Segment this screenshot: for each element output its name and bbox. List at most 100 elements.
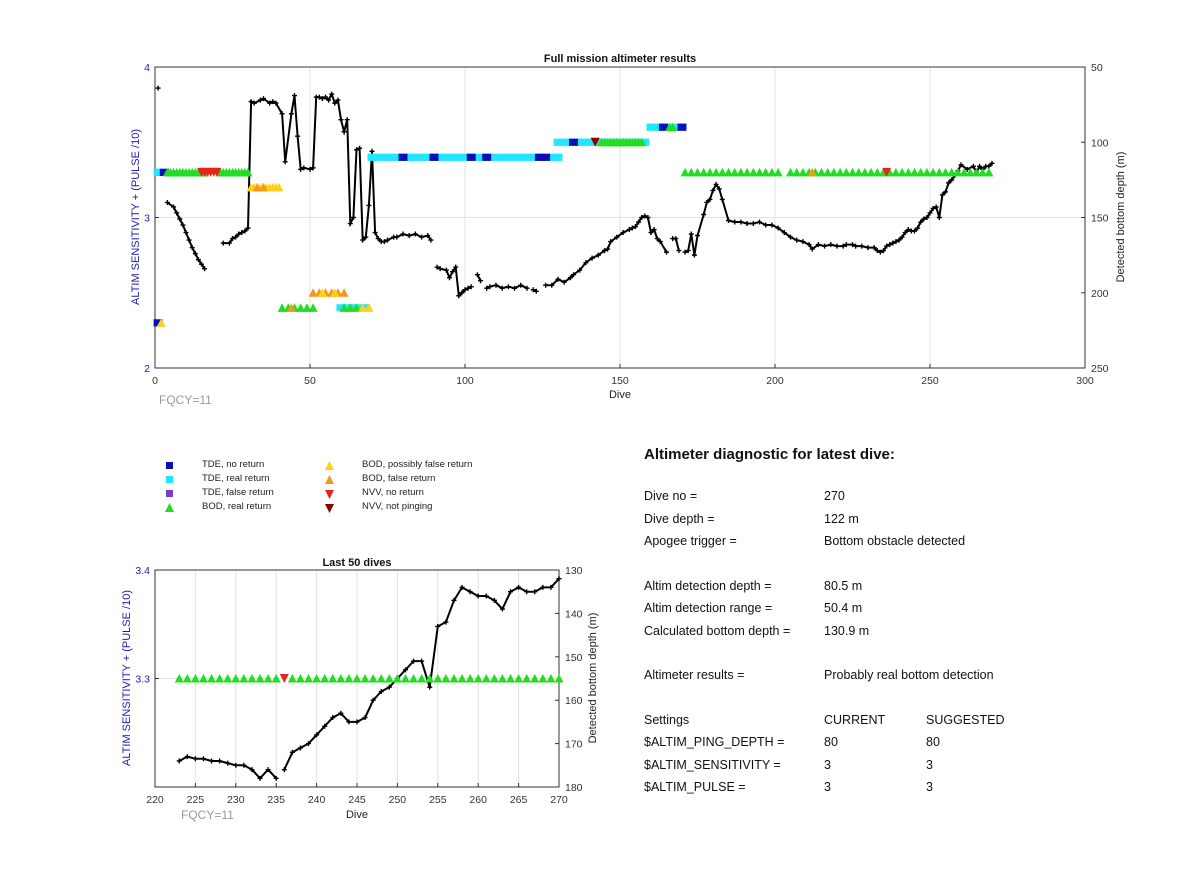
marker-bod_real_return xyxy=(433,674,443,683)
triangle-up-icon xyxy=(165,503,174,512)
depth-point xyxy=(310,165,316,171)
marker-tde_real_return xyxy=(516,153,526,161)
marker-bod_real_return xyxy=(312,674,322,683)
x-tick-label: 150 xyxy=(611,375,629,387)
depth-point xyxy=(474,272,480,278)
depth-point xyxy=(788,234,793,240)
diag-row-ping-depth: $ALTIM_PING_DEPTH = 80 80 xyxy=(644,735,1164,758)
depth-point xyxy=(251,100,257,106)
depth-point xyxy=(716,186,722,192)
depth-point xyxy=(230,236,235,242)
sensitivity-label: $ALTIM_SENSITIVITY = xyxy=(644,757,781,772)
depth-point xyxy=(174,210,180,216)
depth-point xyxy=(164,199,170,205)
settings-label: Settings xyxy=(644,712,690,727)
depth-point xyxy=(354,147,359,153)
depth-point xyxy=(840,243,846,249)
x-tick-label: 220 xyxy=(146,794,164,806)
diag-row-dive-no: Dive no = 270 xyxy=(644,489,1164,512)
depth-point xyxy=(267,100,273,106)
marker-bod_real_return xyxy=(417,674,427,683)
marker-tde_real_return xyxy=(584,138,594,146)
depth-point xyxy=(834,243,840,249)
depth-point xyxy=(323,94,328,100)
zoom-chart: Last 50 dives 220 225 230 235 240 245 250 255 26… xyxy=(121,557,599,822)
depth-point xyxy=(478,278,483,284)
marker-tde_real_return xyxy=(503,153,513,161)
marker-bod_false_return xyxy=(286,303,296,312)
depth-point xyxy=(924,215,930,220)
marker-tde_real_return xyxy=(423,153,433,161)
depth-point xyxy=(589,255,595,261)
altim-det-depth-value: 80.5 m xyxy=(824,578,863,593)
depth-point xyxy=(946,180,952,186)
depth-point xyxy=(338,117,344,123)
marker-bod_possibly_false xyxy=(330,288,340,297)
depth-point xyxy=(357,145,363,151)
depth-point xyxy=(425,233,431,239)
depth-point xyxy=(180,222,186,228)
y-left-tick-label: 3.3 xyxy=(135,674,150,686)
depth-point xyxy=(645,215,651,220)
marker-bod_real_return xyxy=(198,674,208,683)
ping-depth-label: $ALTIM_PING_DEPTH = xyxy=(644,735,785,749)
marker-bod_real_return xyxy=(489,674,499,683)
depth-point xyxy=(744,221,750,227)
depth-point xyxy=(295,133,301,139)
x-tick-label: 245 xyxy=(348,794,366,806)
marker-tde_real_return xyxy=(361,304,371,312)
depth-point xyxy=(977,163,983,169)
depth-point xyxy=(428,237,434,243)
marker-bod_real_return xyxy=(514,674,524,683)
marker-bod_real_return xyxy=(506,674,516,683)
depth-point xyxy=(248,99,254,105)
depth-point xyxy=(288,111,294,117)
y-right-tick-label: 140 xyxy=(565,608,583,620)
marker-bod_real_return xyxy=(497,674,507,683)
marker-nvv_no_return xyxy=(882,167,892,177)
depth-point xyxy=(732,219,738,225)
marker-tde_no_return xyxy=(429,153,439,161)
marker-bod_real_return xyxy=(328,674,338,683)
zoom-ticks: 220 225 230 235 240 245 250 255 260 265 270 3.3 3.4 1… xyxy=(135,565,582,806)
triangle-up-icon xyxy=(325,475,334,484)
legend-label: TDE, false return xyxy=(202,487,274,498)
marker-bod_real_return xyxy=(841,167,851,177)
depth-point xyxy=(386,684,392,690)
depth-point xyxy=(292,93,297,99)
marker-nvv_not_pinging xyxy=(590,137,600,147)
marker-bod_real_return xyxy=(711,167,721,177)
depth-point xyxy=(548,584,554,590)
depth-point xyxy=(524,589,530,595)
depth-point xyxy=(370,697,376,703)
depth-point xyxy=(483,593,489,599)
main-depth-series xyxy=(155,85,995,299)
marker-bod_real_return xyxy=(425,674,435,683)
depth-point xyxy=(896,237,902,243)
marker-bod_real_return xyxy=(817,167,826,177)
marker-bod_real_return xyxy=(699,167,709,177)
marker-bod_real_return xyxy=(742,167,752,177)
depth-point xyxy=(459,584,465,590)
zoom-markers xyxy=(174,674,564,683)
main-fqcy-label: FQCY=11 xyxy=(159,393,212,407)
x-tick-label: 230 xyxy=(227,794,245,806)
depth-point xyxy=(192,251,198,257)
depth-point xyxy=(989,160,995,166)
x-tick-label: 250 xyxy=(921,375,939,387)
marker-bod_false_return xyxy=(807,167,817,177)
legend-label: NVV, not pinging xyxy=(362,501,433,512)
depth-point xyxy=(701,211,707,217)
depth-point xyxy=(602,248,607,254)
main-chart: Full mission altimeter results 0 50 100 150… xyxy=(130,53,1127,407)
marker-bod_real_return xyxy=(748,167,758,177)
depth-point xyxy=(301,165,307,171)
marker-bod_real_return xyxy=(872,167,882,177)
marker-bod_real_return xyxy=(897,167,907,177)
marker-bod_real_return xyxy=(786,167,795,177)
marker-nvv_no_return xyxy=(279,674,289,683)
marker-tde_real_return xyxy=(355,304,365,312)
depth-point xyxy=(184,754,190,760)
depth-point xyxy=(921,216,927,222)
main-chart-title: Full mission altimeter results xyxy=(544,53,696,65)
